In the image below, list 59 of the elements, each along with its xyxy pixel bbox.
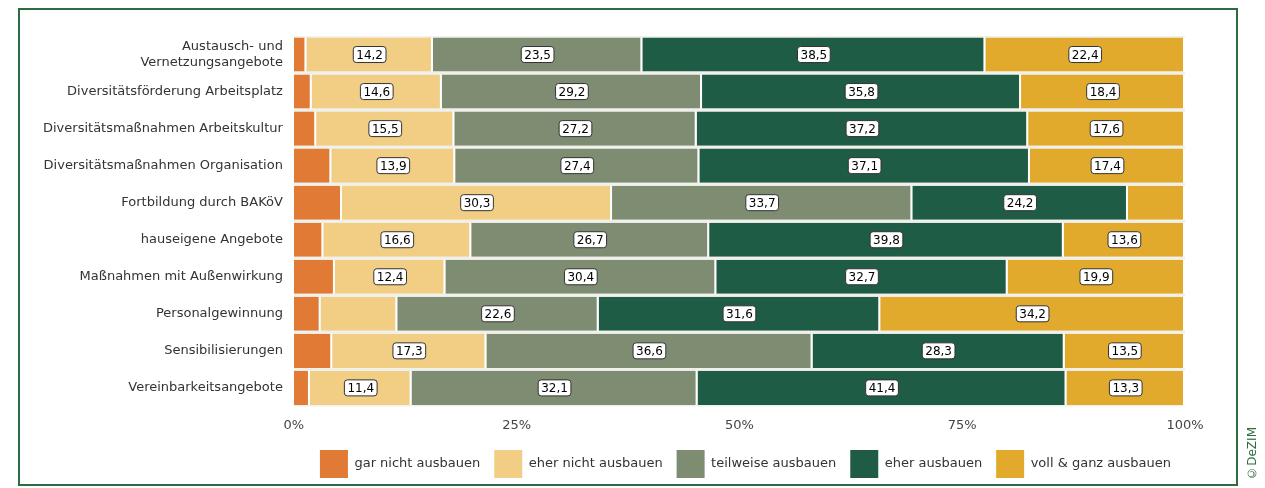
data-label: 27,2 <box>562 121 589 136</box>
x-tick-label: 25% <box>502 416 532 432</box>
data-label: 16,6 <box>383 232 411 247</box>
data-label: 41,4 <box>868 381 896 396</box>
data-label: 37,1 <box>851 158 879 173</box>
data-label: 22,4 <box>1071 47 1099 62</box>
data-label: 22,6 <box>484 306 512 321</box>
y-tick-label: Diversitätsmaßnahmen Arbeitskultur <box>43 119 284 135</box>
data-label: 33,7 <box>748 195 776 210</box>
y-tick-label: Maßnahmen mit Außenwirkung <box>79 268 283 284</box>
data-label: 15,5 <box>371 121 399 136</box>
data-label: 13,9 <box>379 158 407 173</box>
y-tick-label: Fortbildung durch BAKöV <box>121 194 284 210</box>
y-tick-label: Austausch- und Vernetzungsangebote <box>140 38 283 69</box>
data-label: 13,3 <box>1112 381 1140 396</box>
y-tick-label: Diversitätsmaßnahmen Organisation <box>43 157 283 173</box>
data-label: 26,7 <box>576 232 604 247</box>
y-tick-label: Sensibilisierungen <box>164 342 283 358</box>
y-tick-label: Diversitätsförderung Arbeitsplatz <box>67 82 284 98</box>
data-label: 11,4 <box>347 381 375 396</box>
y-tick-label: Personalgewinnung <box>155 305 283 321</box>
data-label: 31,6 <box>726 306 753 321</box>
data-label: 23,5 <box>524 47 551 62</box>
data-label: 37,2 <box>849 121 876 136</box>
data-label: 17,6 <box>1093 121 1120 136</box>
data-label: 13,5 <box>1111 343 1139 358</box>
legend-label: teilweise ausbauen <box>711 455 837 471</box>
data-label: 14,2 <box>356 47 384 62</box>
data-label: 35,8 <box>848 84 875 99</box>
x-tick-label: 50% <box>725 416 754 432</box>
data-label: 30,3 <box>463 195 491 210</box>
data-label: 17,3 <box>395 343 423 358</box>
data-label: 28,3 <box>925 343 952 358</box>
data-label: 38,5 <box>800 47 828 62</box>
data-label: 14,6 <box>363 84 391 99</box>
legend-label: gar nicht ausbauen <box>354 455 481 471</box>
x-tick-label: 75% <box>947 416 977 432</box>
text: ©DeZIM <box>1245 427 1259 480</box>
data-label: 19,9 <box>1082 269 1110 284</box>
data-label: 13,6 <box>1111 232 1138 247</box>
y-tick-label: hauseigene Angebote <box>140 231 283 247</box>
data-label: 34,2 <box>1019 306 1046 321</box>
data-label: 18,4 <box>1089 84 1117 99</box>
x-tick-label: 0% <box>283 416 305 432</box>
data-label: 32,1 <box>541 381 568 396</box>
data-label: 17,4 <box>1094 158 1121 173</box>
x-tick-label: 100% <box>1166 416 1204 432</box>
data-label: 24,2 <box>1006 195 1034 210</box>
data-label: 30,4 <box>567 269 595 284</box>
legend-label: eher ausbauen <box>884 455 983 471</box>
data-label: 39,8 <box>873 232 900 247</box>
data-label: 32,7 <box>848 269 876 284</box>
legend-label: eher nicht ausbauen <box>528 455 663 471</box>
data-label: 27,4 <box>563 158 591 173</box>
legend-label: voll & ganz ausbauen <box>1030 455 1171 471</box>
data-label: 36,6 <box>636 343 663 358</box>
data-label: 12,4 <box>376 269 404 284</box>
y-tick-label: Vereinbarkeitsangebote <box>128 379 283 395</box>
data-label: 29,2 <box>558 84 586 99</box>
